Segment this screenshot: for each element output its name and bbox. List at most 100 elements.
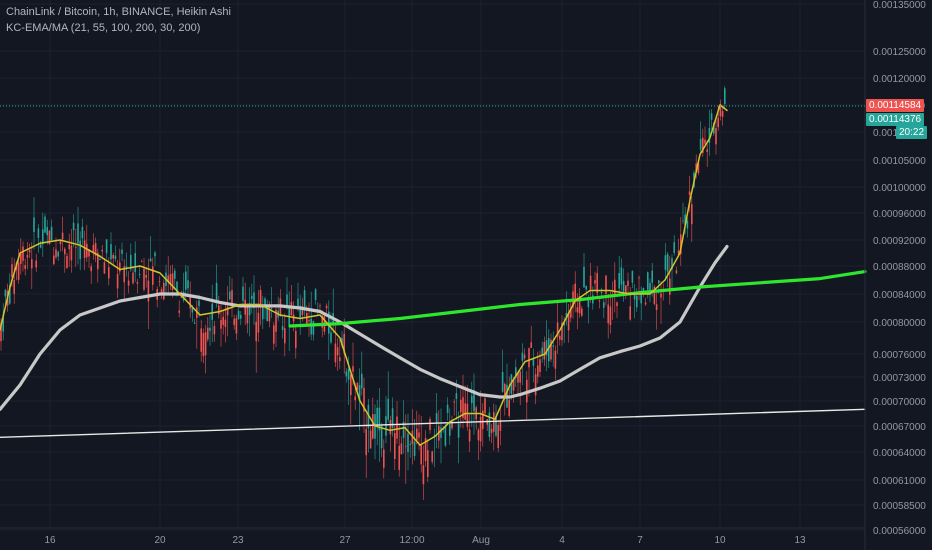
candle-body xyxy=(387,398,389,420)
candle-body xyxy=(158,281,161,283)
candle-body xyxy=(633,293,636,300)
candle-body xyxy=(299,305,301,319)
candle-body xyxy=(471,395,473,404)
candle-body xyxy=(517,372,519,383)
candle-body xyxy=(515,367,517,378)
candle-body xyxy=(218,305,220,315)
candle-body xyxy=(343,333,345,354)
candle-body xyxy=(541,347,543,356)
price-tick-label: 0.00092000 xyxy=(873,236,926,247)
candle-body xyxy=(433,434,436,436)
time-axis[interactable]: 16 20 23 27 12:00 Aug 4 7 10 13 xyxy=(44,535,806,546)
candle-body xyxy=(444,425,447,446)
trendline xyxy=(0,408,866,438)
candle-body xyxy=(616,302,618,307)
candle-body xyxy=(303,290,306,308)
candle-body xyxy=(319,305,321,307)
candle-body xyxy=(607,304,609,324)
candle-body xyxy=(94,243,97,256)
candle-body xyxy=(427,450,429,477)
candle-body xyxy=(629,306,631,320)
candle-body xyxy=(211,303,213,320)
candle-body xyxy=(721,111,724,117)
candle-body xyxy=(418,432,420,438)
price-tick-label: 0.00070000 xyxy=(873,397,926,408)
candle-body xyxy=(706,149,708,152)
candle-body xyxy=(202,333,205,357)
candle-body xyxy=(394,433,396,459)
candle-body xyxy=(429,419,431,430)
price-tick-label: 0.00088000 xyxy=(873,262,926,273)
candle-body xyxy=(121,249,123,254)
candle-body xyxy=(446,404,449,413)
candle-body xyxy=(48,230,51,244)
candle-body xyxy=(83,240,86,259)
candle-body xyxy=(655,304,658,311)
candle-body xyxy=(609,306,612,326)
candle-body xyxy=(561,322,563,341)
candle-body xyxy=(108,267,110,279)
candle-body xyxy=(554,350,557,369)
price-tick-label: 0.00058500 xyxy=(873,501,926,512)
candle-body xyxy=(600,292,603,293)
ema-fast-line xyxy=(0,104,728,446)
candle-body xyxy=(275,309,277,332)
candle-body xyxy=(666,254,669,272)
candle-body xyxy=(233,318,235,326)
price-axis[interactable]: 0.001350000.001250000.001200000.00115000… xyxy=(873,0,926,537)
candle-body xyxy=(464,403,466,420)
candle-body xyxy=(2,314,4,332)
candle-body xyxy=(204,332,207,356)
candle-body xyxy=(103,262,106,274)
price-tick-label: 0.00100000 xyxy=(873,183,926,194)
candle-body xyxy=(684,214,686,226)
candle-body xyxy=(246,305,249,324)
candle-body xyxy=(363,387,365,412)
candle-body xyxy=(548,338,550,362)
candle-body xyxy=(521,352,524,361)
candle-body xyxy=(649,282,651,295)
candle-body xyxy=(222,316,224,325)
candle-body xyxy=(651,270,653,283)
candle-body xyxy=(380,425,383,449)
candle-body xyxy=(699,138,702,150)
candle-body xyxy=(264,298,266,306)
candle-body xyxy=(488,412,491,437)
candle-body xyxy=(240,314,242,319)
indicator-legend[interactable]: KC-EMA/MA (21, 55, 100, 200, 30, 200) xyxy=(6,22,201,34)
candle-body xyxy=(119,262,121,272)
candle-body xyxy=(435,413,438,424)
candle-body xyxy=(281,326,284,330)
candle-body xyxy=(605,275,607,294)
candle-body xyxy=(101,249,103,252)
candle-body xyxy=(176,281,178,293)
candle-body xyxy=(576,307,579,313)
time-tick-label: 12:00 xyxy=(399,535,424,546)
candle-body xyxy=(37,228,40,238)
candles xyxy=(0,85,726,500)
candle-body xyxy=(704,139,706,144)
candle-body xyxy=(262,304,264,320)
candle-body xyxy=(559,335,561,340)
candle-body xyxy=(396,416,398,439)
candle-body xyxy=(24,265,26,269)
candle-body xyxy=(229,291,231,300)
candle-body xyxy=(134,253,136,273)
candle-body xyxy=(482,410,484,430)
ma-200-line xyxy=(288,270,867,328)
candle-body xyxy=(719,103,722,117)
candle-body xyxy=(449,420,451,436)
candle-body xyxy=(72,222,75,230)
candle-body xyxy=(644,302,647,305)
candle-body xyxy=(372,414,374,439)
candle-body xyxy=(226,306,229,316)
candle-body xyxy=(187,280,189,289)
candle-body xyxy=(116,274,119,289)
candle-body xyxy=(391,408,394,428)
candle-body xyxy=(640,290,642,304)
candle-body xyxy=(405,445,407,447)
candle-body xyxy=(673,242,675,253)
candle-body xyxy=(68,244,70,250)
candle-body xyxy=(627,280,629,287)
